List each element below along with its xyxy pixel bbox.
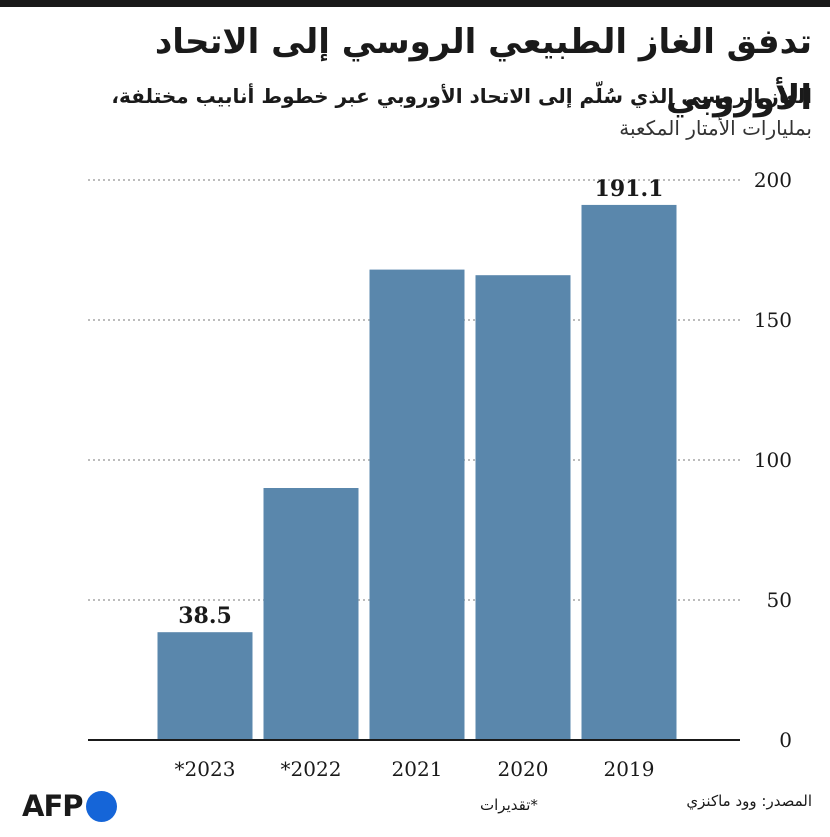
top-rule bbox=[0, 0, 830, 7]
afp-logo-dot-icon bbox=[85, 790, 117, 822]
data-label: 191.1 bbox=[595, 176, 664, 202]
x-tick-label: 2019 bbox=[604, 757, 655, 781]
bar bbox=[475, 275, 571, 740]
y-tick-label: 0 bbox=[779, 728, 792, 752]
x-tick-label: *2022 bbox=[281, 757, 342, 781]
y-tick-label: 200 bbox=[754, 168, 792, 192]
estimate-note: *تقديرات bbox=[480, 796, 538, 814]
x-tick-label: 2021 bbox=[392, 757, 443, 781]
source-credit: المصدر: وود ماكنزي bbox=[686, 792, 812, 810]
unit-label: بمليارات الأمتار المكعبة bbox=[619, 116, 812, 140]
x-tick-label: 2020 bbox=[498, 757, 549, 781]
afp-logo: AFP bbox=[22, 788, 117, 824]
y-tick-label: 50 bbox=[767, 588, 792, 612]
chart-subtitle: الغاز الروسي الذي سُلّم إلى الاتحاد الأو… bbox=[111, 84, 812, 108]
bar bbox=[263, 488, 359, 740]
bar bbox=[581, 204, 677, 741]
bar bbox=[369, 269, 465, 740]
y-tick-label: 150 bbox=[754, 308, 792, 332]
data-label: 38.5 bbox=[178, 603, 232, 629]
y-tick-label: 100 bbox=[754, 448, 792, 472]
bar bbox=[157, 632, 253, 740]
afp-logo-text: AFP bbox=[22, 789, 84, 823]
x-tick-label: *2023 bbox=[175, 757, 236, 781]
chart-title: تدفق الغاز الطبيعي الروسي إلى الاتحاد ال… bbox=[154, 22, 812, 118]
